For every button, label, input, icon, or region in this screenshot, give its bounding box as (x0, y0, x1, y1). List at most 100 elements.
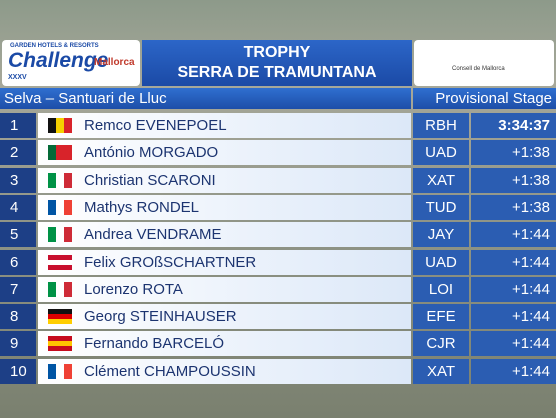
rider-name: Mathys RONDEL (38, 194, 411, 220)
flag (48, 199, 72, 215)
time-gap: +1:44 (471, 331, 556, 357)
rider-name: Andrea VENDRAME (38, 222, 411, 248)
rank: 5 (0, 222, 36, 248)
time-gap: 3:34:37 (471, 113, 556, 138)
flag-stripe (48, 145, 56, 161)
result-row: 10 Clément CHAMPOUSSIN XAT +1:44 (0, 358, 556, 384)
time-gap: +1:38 (471, 167, 556, 193)
partner-logos: Consell de Mallorca (414, 40, 554, 86)
edition: XXXV (8, 74, 27, 81)
rank: 3 (0, 167, 36, 193)
result-row: 3 Christian SCARONI XAT +1:38 (0, 167, 556, 193)
flag-stripe (56, 363, 64, 379)
rider-name: Felix GROßSCHARTNER (38, 249, 411, 275)
stage-name: Selva – Santuari de Lluc (0, 88, 411, 109)
result-row: 4 Mathys RONDEL TUD +1:38 (0, 194, 556, 220)
time-gap: +1:44 (471, 249, 556, 275)
logo-text: Challenge (8, 49, 109, 72)
rank: 1 (0, 113, 36, 138)
flag-stripe (48, 264, 72, 270)
flag-stripe (48, 281, 56, 297)
team-code: XAT (413, 358, 469, 384)
flag (48, 172, 72, 188)
flag-stripe (48, 314, 72, 320)
rider-name: Fernando BARCELÓ (38, 331, 411, 357)
flag-stripe (56, 172, 64, 188)
flag-stripe (64, 172, 72, 188)
result-row: 8 Georg STEINHAUSER EFE +1:44 (0, 304, 556, 330)
team-code: EFE (413, 304, 469, 330)
flag-stripe (56, 199, 64, 215)
flag-stripe (64, 363, 72, 379)
flag-stripe (64, 118, 72, 133)
result-row: 2 António MORGADO UAD +1:38 (0, 140, 556, 166)
team-code: UAD (413, 140, 469, 166)
team-code: CJR (413, 331, 469, 357)
flag-stripe (48, 254, 72, 260)
partner: Consell de Mallorca (452, 66, 505, 72)
flag (48, 363, 72, 379)
team-code: XAT (413, 167, 469, 193)
title-box: TROPHY SERRA DE TRAMUNTANA (142, 40, 412, 86)
flag-stripe (48, 346, 72, 352)
event-logo: GARDEN HOTELS & RESORTS Challenge Mallor… (2, 40, 140, 86)
time-gap: +1:44 (471, 304, 556, 330)
rank: 10 (0, 358, 36, 384)
flag-stripe (48, 319, 72, 325)
result-row: 1 Remco EVENEPOEL RBH 3:34:37 (0, 113, 556, 138)
flag-stripe (56, 281, 64, 297)
flag-stripe (48, 172, 56, 188)
flag-stripe (64, 145, 72, 161)
flag-stripe (64, 199, 72, 215)
flag-stripe (48, 259, 72, 265)
result-row: 5 Andrea VENDRAME JAY +1:44 (0, 222, 556, 248)
team-code: RBH (413, 113, 469, 138)
flag (48, 254, 72, 270)
flag-stripe (64, 281, 72, 297)
result-row: 7 Lorenzo ROTA LOI +1:44 (0, 276, 556, 302)
flag (48, 145, 72, 161)
time-gap: +1:44 (471, 358, 556, 384)
flag-stripe (56, 145, 64, 161)
flag-stripe (48, 336, 72, 342)
rider-name: Remco EVENEPOEL (38, 113, 411, 138)
logo-region: Mallorca (94, 57, 135, 68)
team-code: JAY (413, 222, 469, 248)
time-gap: +1:44 (471, 222, 556, 248)
flag-stripe (48, 341, 72, 347)
flag-stripe (48, 363, 56, 379)
result-row: 6 Felix GROßSCHARTNER UAD +1:44 (0, 249, 556, 275)
title-line: SERRA DE TRAMUNTANA (177, 64, 377, 81)
rider-name: Christian SCARONI (38, 167, 411, 193)
rider-name: António MORGADO (38, 140, 411, 166)
team-code: UAD (413, 249, 469, 275)
rider-name: Clément CHAMPOUSSIN (38, 358, 411, 384)
stage-label: Provisional Stage (413, 88, 556, 109)
time-gap: +1:38 (471, 140, 556, 166)
flag-stripe (64, 227, 72, 243)
team-code: TUD (413, 194, 469, 220)
flag (48, 336, 72, 352)
time-gap: +1:38 (471, 194, 556, 220)
flag-stripe (48, 199, 56, 215)
rank: 6 (0, 249, 36, 275)
rank: 9 (0, 331, 36, 357)
rank: 8 (0, 304, 36, 330)
rank: 4 (0, 194, 36, 220)
rider-name: Lorenzo ROTA (38, 276, 411, 302)
time-gap: +1:44 (471, 276, 556, 302)
flag (48, 227, 72, 243)
title-line: TROPHY (243, 44, 311, 61)
rank: 7 (0, 276, 36, 302)
rider-name: Georg STEINHAUSER (38, 304, 411, 330)
flag (48, 281, 72, 297)
flag-stripe (48, 309, 72, 315)
flag-stripe (56, 227, 64, 243)
flag (48, 118, 72, 133)
sponsor: GARDEN HOTELS & RESORTS (10, 43, 99, 49)
result-row: 9 Fernando BARCELÓ CJR +1:44 (0, 331, 556, 357)
flag-stripe (56, 118, 64, 133)
team-code: LOI (413, 276, 469, 302)
flag-stripe (48, 227, 56, 243)
